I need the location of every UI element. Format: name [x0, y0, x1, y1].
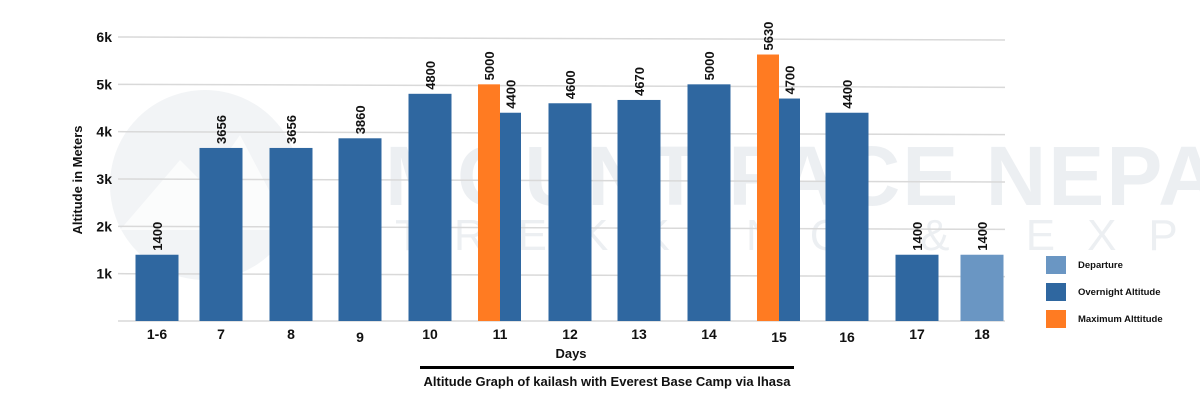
y-tick-label: 1k — [96, 266, 112, 282]
bar-overnight-altitude — [617, 99, 661, 321]
data-label: 4670 — [632, 67, 647, 96]
legend-swatch-overnight-altitude — [1046, 283, 1066, 301]
data-label: 3656 — [214, 115, 229, 144]
bar-overnight-altitude — [779, 98, 800, 322]
legend-item-maximum-altitude: Maximum Alttitude — [1046, 310, 1196, 328]
y-tick-label: 3k — [96, 171, 112, 187]
legend-label-departure: Departure — [1078, 259, 1123, 271]
x-tick-label: 1-6 — [147, 326, 167, 342]
legend-label-maximum-altitude: Maximum Alttitude — [1078, 313, 1163, 325]
x-tick-label: 14 — [701, 326, 717, 342]
legend: Departure Overnight Altitude Maximum Alt… — [1046, 256, 1196, 337]
bar-overnight-altitude — [135, 254, 179, 321]
y-tick-label: 4k — [96, 124, 112, 140]
legend-item-departure: Departure — [1046, 256, 1196, 274]
x-tick-label: 7 — [217, 326, 225, 342]
data-label: 5000 — [702, 51, 717, 80]
bar-overnight-altitude — [687, 84, 731, 321]
x-tick-label: 16 — [839, 329, 855, 345]
bar-overnight-altitude — [895, 254, 939, 321]
y-tick-label: 2k — [96, 218, 112, 234]
gridline — [117, 83, 1006, 89]
x-axis-title: Days — [555, 346, 586, 361]
bar-departure — [960, 254, 1004, 321]
chart-title: Altitude Graph of kailash with Everest B… — [420, 366, 794, 389]
x-tick-label: 10 — [422, 326, 438, 342]
bar-maximum-altitude — [757, 54, 779, 321]
bar-overnight-altitude — [269, 147, 313, 321]
data-label: 5000 — [482, 51, 497, 80]
data-label: 1400 — [150, 222, 165, 251]
y-axis-title: Altitude in Meters — [70, 125, 85, 234]
data-label: 1400 — [975, 222, 990, 251]
data-label: 4400 — [504, 80, 519, 109]
bar-overnight-altitude — [500, 112, 521, 321]
data-label: 1400 — [910, 222, 925, 251]
y-tick-label: 6k — [96, 29, 112, 45]
x-tick-label: 11 — [493, 326, 508, 342]
data-label: 4400 — [840, 80, 855, 109]
x-tick-label: 18 — [974, 326, 990, 342]
y-tick-label: 5k — [96, 76, 112, 92]
data-label: 4600 — [563, 70, 578, 99]
bar-overnight-altitude — [408, 93, 452, 321]
x-tick-label: 17 — [909, 326, 925, 342]
x-tick-label: 8 — [287, 326, 295, 342]
bar-overnight-altitude — [825, 112, 869, 321]
y-axis: 1k 2k 3k 4k 5k 6k — [96, 29, 112, 282]
data-label: 4800 — [423, 61, 438, 90]
data-label: 5630 — [761, 22, 776, 51]
x-tick-label: 15 — [771, 329, 787, 345]
bar-overnight-altitude — [338, 138, 382, 321]
x-tick-label: 13 — [631, 326, 647, 342]
data-label: 4700 — [783, 66, 798, 95]
x-tick-label: 9 — [356, 329, 364, 345]
bar-overnight-altitude — [199, 147, 243, 321]
legend-swatch-maximum-altitude — [1046, 310, 1066, 328]
bar-maximum-altitude — [478, 84, 500, 321]
data-label: 3860 — [353, 105, 368, 134]
x-tick-label: 12 — [562, 326, 578, 342]
legend-item-overnight-altitude: Overnight Altitude — [1046, 283, 1196, 301]
legend-label-overnight-altitude: Overnight Altitude — [1078, 286, 1161, 298]
bar-overnight-altitude — [548, 103, 592, 322]
data-label: 3656 — [284, 115, 299, 144]
bars — [135, 54, 1004, 322]
x-axis: 1-6 7 8 9 10 11 12 13 14 15 16 17 18 — [147, 326, 990, 345]
data-labels: 1400 3656 3656 3860 4800 5000 4400 4600 4670 5000… — [150, 22, 990, 251]
gridline — [117, 36, 1006, 41]
legend-swatch-departure — [1046, 256, 1066, 274]
